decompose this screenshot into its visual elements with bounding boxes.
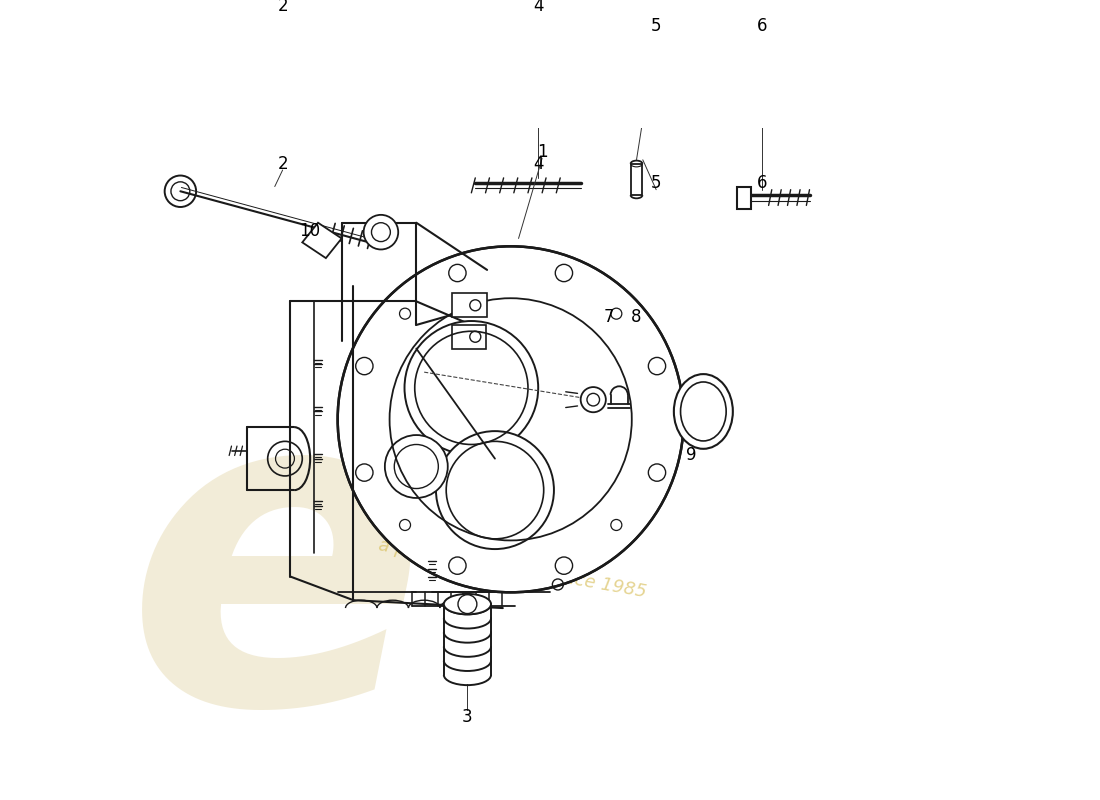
- Circle shape: [385, 435, 448, 498]
- Text: 3: 3: [462, 707, 473, 726]
- Ellipse shape: [674, 374, 733, 449]
- Circle shape: [355, 358, 373, 374]
- Circle shape: [449, 264, 466, 282]
- Circle shape: [556, 264, 573, 282]
- Circle shape: [648, 358, 666, 374]
- Circle shape: [581, 387, 606, 412]
- Text: 5: 5: [651, 17, 661, 35]
- Circle shape: [338, 246, 684, 592]
- Circle shape: [405, 321, 538, 454]
- Circle shape: [556, 557, 573, 574]
- Circle shape: [449, 557, 466, 574]
- Polygon shape: [630, 164, 642, 195]
- Text: 4: 4: [534, 154, 543, 173]
- Polygon shape: [452, 294, 487, 317]
- Circle shape: [648, 464, 666, 482]
- Text: 6: 6: [757, 174, 768, 192]
- Polygon shape: [452, 325, 485, 349]
- Text: 10: 10: [299, 222, 321, 239]
- Text: 6: 6: [757, 17, 768, 35]
- Text: 8: 8: [631, 308, 641, 326]
- Text: 2: 2: [277, 154, 288, 173]
- Circle shape: [436, 431, 554, 549]
- Polygon shape: [302, 222, 342, 258]
- Text: 7: 7: [604, 308, 614, 326]
- Circle shape: [355, 464, 373, 482]
- Text: 9: 9: [686, 446, 696, 464]
- Ellipse shape: [443, 594, 491, 614]
- Text: 2: 2: [277, 0, 288, 15]
- Text: 5: 5: [651, 174, 661, 192]
- Circle shape: [364, 215, 398, 250]
- Text: e: e: [126, 366, 428, 796]
- Text: a passion for parts since 1985: a passion for parts since 1985: [377, 536, 648, 602]
- Polygon shape: [737, 187, 750, 209]
- Text: 1: 1: [537, 143, 548, 161]
- Text: 4: 4: [534, 0, 543, 15]
